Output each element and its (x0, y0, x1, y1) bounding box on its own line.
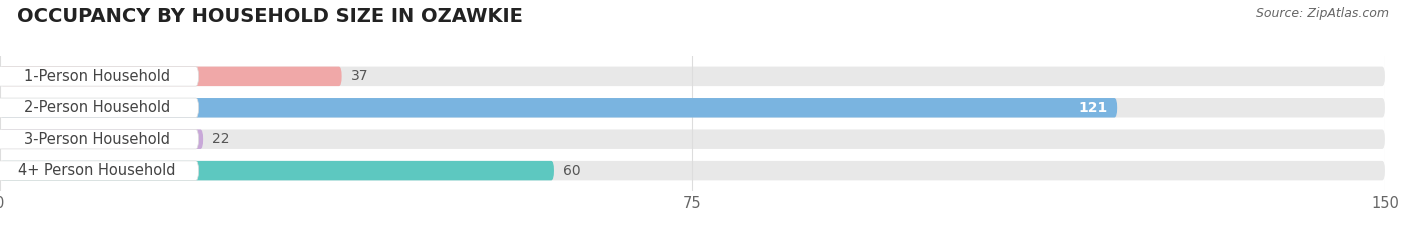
FancyBboxPatch shape (0, 130, 1385, 149)
FancyBboxPatch shape (0, 161, 554, 180)
FancyBboxPatch shape (0, 130, 202, 149)
Text: 37: 37 (352, 69, 368, 83)
Text: OCCUPANCY BY HOUSEHOLD SIZE IN OZAWKIE: OCCUPANCY BY HOUSEHOLD SIZE IN OZAWKIE (17, 7, 523, 26)
Text: Source: ZipAtlas.com: Source: ZipAtlas.com (1256, 7, 1389, 20)
FancyBboxPatch shape (0, 161, 1385, 180)
FancyBboxPatch shape (0, 98, 1385, 117)
FancyBboxPatch shape (0, 67, 198, 86)
Text: 22: 22 (212, 132, 229, 146)
FancyBboxPatch shape (0, 67, 1385, 86)
Text: 3-Person Household: 3-Person Household (24, 132, 170, 147)
FancyBboxPatch shape (0, 130, 198, 149)
Text: 2-Person Household: 2-Person Household (24, 100, 170, 115)
Text: 60: 60 (564, 164, 581, 178)
FancyBboxPatch shape (0, 98, 198, 117)
Text: 4+ Person Household: 4+ Person Household (18, 163, 176, 178)
FancyBboxPatch shape (0, 67, 342, 86)
Text: 121: 121 (1078, 101, 1108, 115)
Text: 1-Person Household: 1-Person Household (24, 69, 170, 84)
FancyBboxPatch shape (0, 161, 198, 180)
FancyBboxPatch shape (0, 98, 1118, 117)
